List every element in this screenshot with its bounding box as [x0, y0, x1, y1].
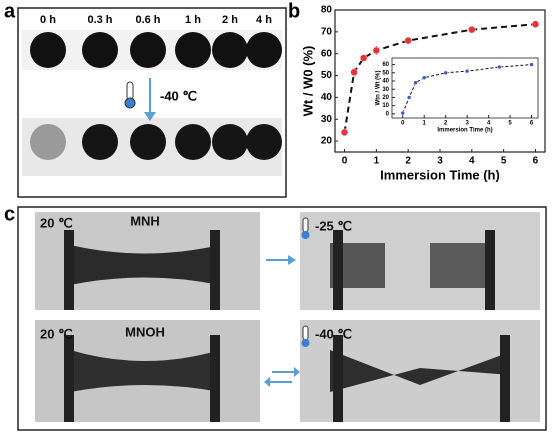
condition-label: -40 ℃ — [160, 88, 197, 103]
thermometer — [126, 81, 134, 101]
time-label: 1 h — [185, 14, 201, 26]
time-label: 0 h — [40, 14, 56, 26]
thermometer — [301, 339, 310, 347]
x-tick-label: 1 — [423, 121, 427, 127]
sample-disc — [130, 124, 166, 160]
y-tick-label: 70 — [321, 26, 333, 37]
x-tick-label: 1 — [374, 156, 380, 167]
sample-disc — [82, 124, 118, 160]
thermometer — [302, 325, 309, 341]
y-tick-label: 30 — [321, 114, 333, 125]
data-point — [413, 80, 418, 85]
x-tick-label: 4 — [469, 156, 475, 167]
data-point — [497, 64, 502, 70]
y-tick-label: 30 — [382, 87, 389, 93]
sample — [430, 243, 490, 288]
data-point — [400, 110, 405, 116]
data-point — [359, 54, 368, 62]
data-point — [443, 70, 448, 76]
data-point — [531, 20, 540, 28]
data-point — [468, 25, 476, 34]
data-point — [340, 128, 349, 137]
clamps — [64, 230, 510, 422]
plot-frame — [391, 57, 539, 119]
sample-disc — [246, 124, 282, 160]
photo-label: 20 ℃ — [40, 326, 73, 341]
thermometer — [302, 217, 309, 233]
y-tick-label: 40 — [321, 92, 333, 103]
y-tick-label: 10 — [382, 103, 389, 109]
arrow-head — [294, 367, 300, 377]
x-tick-label: 6 — [530, 121, 534, 127]
sample-disc — [212, 32, 248, 68]
sample-disc — [82, 32, 118, 68]
y-tick-label: 0 — [386, 111, 390, 117]
sample — [330, 350, 510, 392]
thermometer — [124, 97, 136, 109]
x-axis-label: Immersion Time (h) — [380, 167, 500, 182]
data-point — [372, 46, 381, 55]
data-point — [464, 68, 470, 74]
time-label: 2 h — [222, 14, 238, 26]
arrow-head — [144, 112, 156, 121]
x-tick-label: 3 — [465, 121, 469, 127]
y-axis-label: Wtn / Wt (%) — [376, 71, 382, 106]
photo-label: -25 ℃ — [315, 218, 352, 233]
photo-label: MNH — [130, 213, 160, 228]
y-tick-label: 50 — [321, 70, 333, 81]
y-tick-label: 50 — [382, 70, 389, 76]
x-tick-label: 0 — [342, 156, 348, 167]
y-axis-label: Wt / W0 (%) — [300, 46, 315, 117]
sample-disc — [175, 32, 211, 68]
x-tick-label: 4 — [487, 121, 491, 127]
panel-letter: b — [288, 0, 300, 22]
x-tick-label: 5 — [501, 156, 507, 167]
y-tick-label: 80 — [321, 5, 333, 16]
sample-disc — [212, 124, 248, 160]
sample-disc — [175, 124, 211, 160]
thermometer — [301, 231, 310, 239]
data-point — [529, 62, 534, 67]
sample-disc — [30, 32, 66, 68]
x-tick-label: 2 — [405, 156, 411, 167]
data-point — [406, 95, 412, 100]
x-tick-label: 0 — [401, 121, 405, 127]
sample-disc — [130, 32, 166, 68]
sample — [70, 245, 220, 285]
data-point — [404, 36, 412, 45]
arrow-head — [288, 255, 296, 265]
y-tick-label: 60 — [382, 62, 389, 68]
time-label: 0.6 h — [135, 14, 160, 26]
time-label: 0.3 h — [87, 14, 112, 26]
photo-label: -40 ℃ — [315, 326, 352, 341]
sample-disc — [30, 124, 66, 160]
sample-disc — [246, 32, 282, 68]
x-tick-label: 5 — [508, 121, 512, 127]
photo-label: MNOH — [125, 324, 165, 339]
y-tick-label: 20 — [382, 95, 389, 101]
arrow-head — [264, 377, 270, 387]
data-point — [350, 68, 358, 77]
y-tick-label: 40 — [382, 79, 389, 85]
time-label: 4 h — [256, 14, 272, 26]
panel-letter: c — [4, 203, 15, 225]
data-point — [421, 75, 427, 80]
y-tick-label: 20 — [321, 136, 333, 147]
y-tick-label: 60 — [321, 48, 333, 59]
x-tick-label: 2 — [444, 121, 448, 127]
x-tick-label: 6 — [533, 156, 539, 167]
sample — [70, 350, 220, 392]
x-axis-label: Immersion Time (h) — [437, 128, 492, 134]
x-tick-label: 3 — [437, 156, 443, 167]
photo-label: 20 ℃ — [40, 215, 73, 230]
panel-letter: a — [4, 0, 16, 22]
